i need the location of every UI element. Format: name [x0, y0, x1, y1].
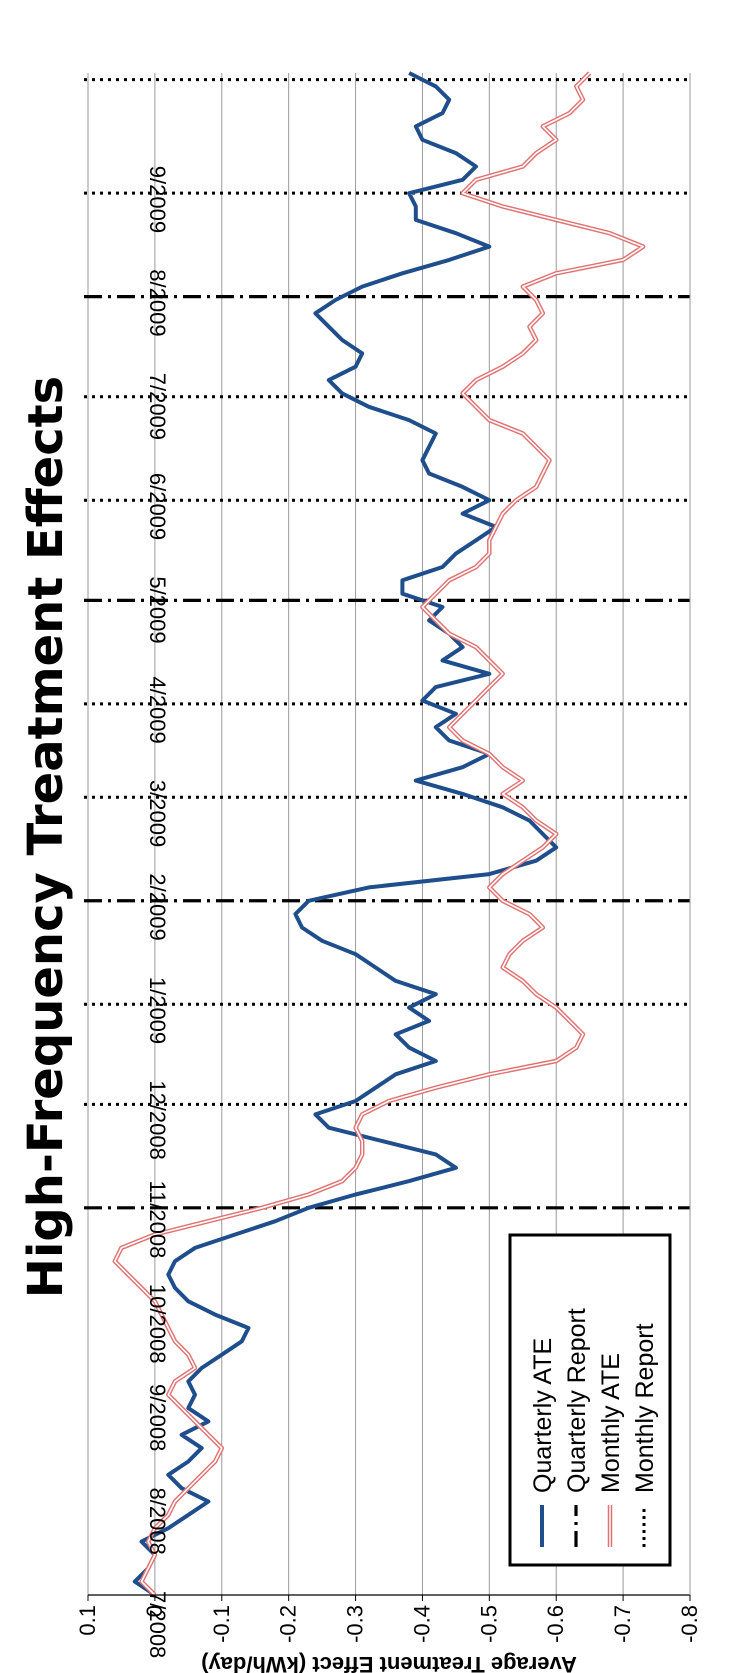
- chart-title: High-Frequency Treatment Effects: [18, 376, 74, 1298]
- date-label: 7/2009: [145, 373, 170, 440]
- y-tick-label: -0.1: [209, 1605, 234, 1643]
- date-label: 1/2009: [145, 977, 170, 1044]
- y-tick-label: -0.2: [276, 1605, 301, 1643]
- y-tick-label: 0: [142, 1605, 167, 1617]
- report-lines: [84, 78, 690, 1210]
- y-tick-label: -0.6: [543, 1605, 568, 1643]
- legend-entry: Quarterly Report: [563, 1308, 591, 1493]
- date-label: 8/2008: [145, 1488, 170, 1555]
- date-label: 2/2009: [145, 873, 170, 940]
- legend-entry: Monthly Report: [631, 1323, 659, 1493]
- monthly-ate-line-core: [114, 72, 645, 1596]
- y-tick-label: -0.5: [476, 1605, 501, 1643]
- date-label: 7/2008: [145, 1591, 170, 1658]
- y-tick-label: -0.7: [610, 1605, 635, 1643]
- date-label: 12/2008: [145, 1080, 170, 1160]
- date-label: 8/2009: [145, 269, 170, 336]
- legend-frame: [508, 1233, 672, 1567]
- date-label: 5/2009: [145, 576, 170, 643]
- date-label: 11/2008: [145, 1180, 170, 1258]
- y-tick-label: 0.1: [75, 1605, 100, 1636]
- y-tick-label: -0.4: [409, 1605, 434, 1643]
- legend-entry: Quarterly ATE: [529, 1338, 557, 1493]
- legend: Quarterly ATE Quarterly Report Monthly ATE…: [508, 1233, 672, 1567]
- axes: 0.1 0 -0.1 -0.2 -0.3 -0.4 -0.5 -0.6 -0.7 -0.8 7/20…: [75, 73, 702, 1658]
- y-tick-label: -0.8: [677, 1605, 702, 1643]
- date-label: 9/2008: [145, 1384, 170, 1451]
- legend-entry: Monthly ATE: [597, 1353, 625, 1493]
- date-label: 3/2009: [145, 780, 170, 847]
- date-label: 6/2009: [145, 473, 170, 540]
- quarterly-ate-line: [132, 71, 559, 1597]
- date-label: 10/2008: [145, 1284, 170, 1364]
- y-tick-label: -0.3: [343, 1605, 368, 1643]
- date-label: 9/2009: [145, 166, 170, 233]
- y-axis-label: Average Treatment Effect (kWh/day): [201, 1652, 577, 1673]
- legend-box: Quarterly ATE Quarterly Report Monthly ATE…: [508, 1233, 672, 1567]
- date-label: 4/2009: [145, 676, 170, 743]
- series: [112, 71, 646, 1597]
